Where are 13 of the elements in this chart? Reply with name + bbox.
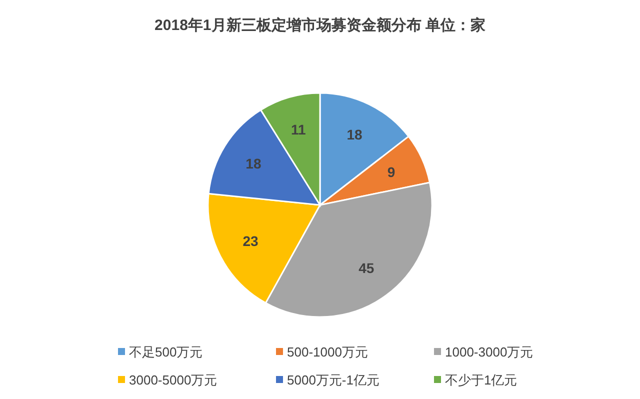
data-label: 9 — [387, 164, 396, 180]
data-label: 18 — [346, 126, 363, 143]
data-label: 45 — [358, 260, 374, 276]
data-label: 23 — [242, 233, 259, 250]
legend-label: 5000万元-1亿元 — [287, 372, 380, 388]
legend-label: 500-1000万元 — [287, 344, 368, 360]
chart-title: 2018年1月新三板定增市场募资金额分布 单位：家 — [154, 16, 486, 34]
data-label: 11 — [291, 122, 306, 138]
data-label: 18 — [246, 155, 262, 172]
legend-label: 1000-3000万元 — [445, 344, 534, 360]
legend-label: 不少于1亿元 — [445, 372, 518, 388]
legend-label: 3000-5000万元 — [129, 372, 218, 388]
legend-label: 不足500万元 — [129, 344, 203, 360]
